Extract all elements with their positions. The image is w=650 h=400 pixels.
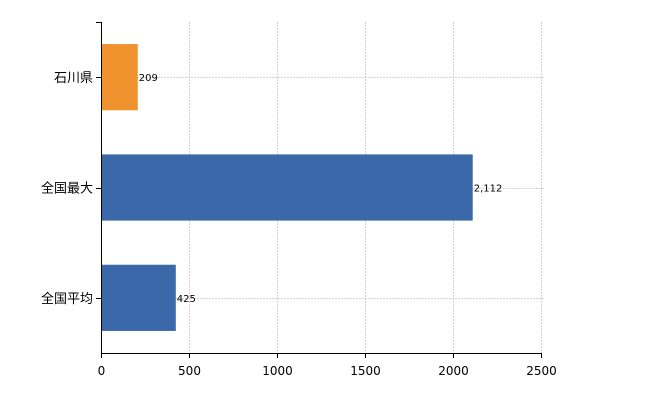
- data-label: 425: [177, 294, 196, 305]
- data-label: 209: [139, 73, 158, 84]
- bars: 209 2,112 425: [102, 44, 502, 331]
- x-tick-label: 2500: [526, 364, 557, 378]
- bar: [102, 44, 138, 111]
- bar: [102, 154, 473, 221]
- x-tick-label: 2000: [438, 364, 469, 378]
- x-axis-ticks: 0 500 1000 1500 2000 2500: [98, 353, 557, 378]
- x-tick-label: 0: [98, 364, 106, 378]
- bar: [102, 264, 176, 331]
- data-label: 2,112: [474, 184, 503, 195]
- x-tick-label: 1000: [262, 364, 293, 378]
- x-tick-label: 500: [178, 364, 201, 378]
- y-tick-label: 石川県: [54, 71, 93, 86]
- x-tick-label: 1500: [350, 364, 381, 378]
- y-tick-label: 全国最大: [41, 181, 93, 197]
- y-tick-label: 全国平均: [41, 291, 93, 307]
